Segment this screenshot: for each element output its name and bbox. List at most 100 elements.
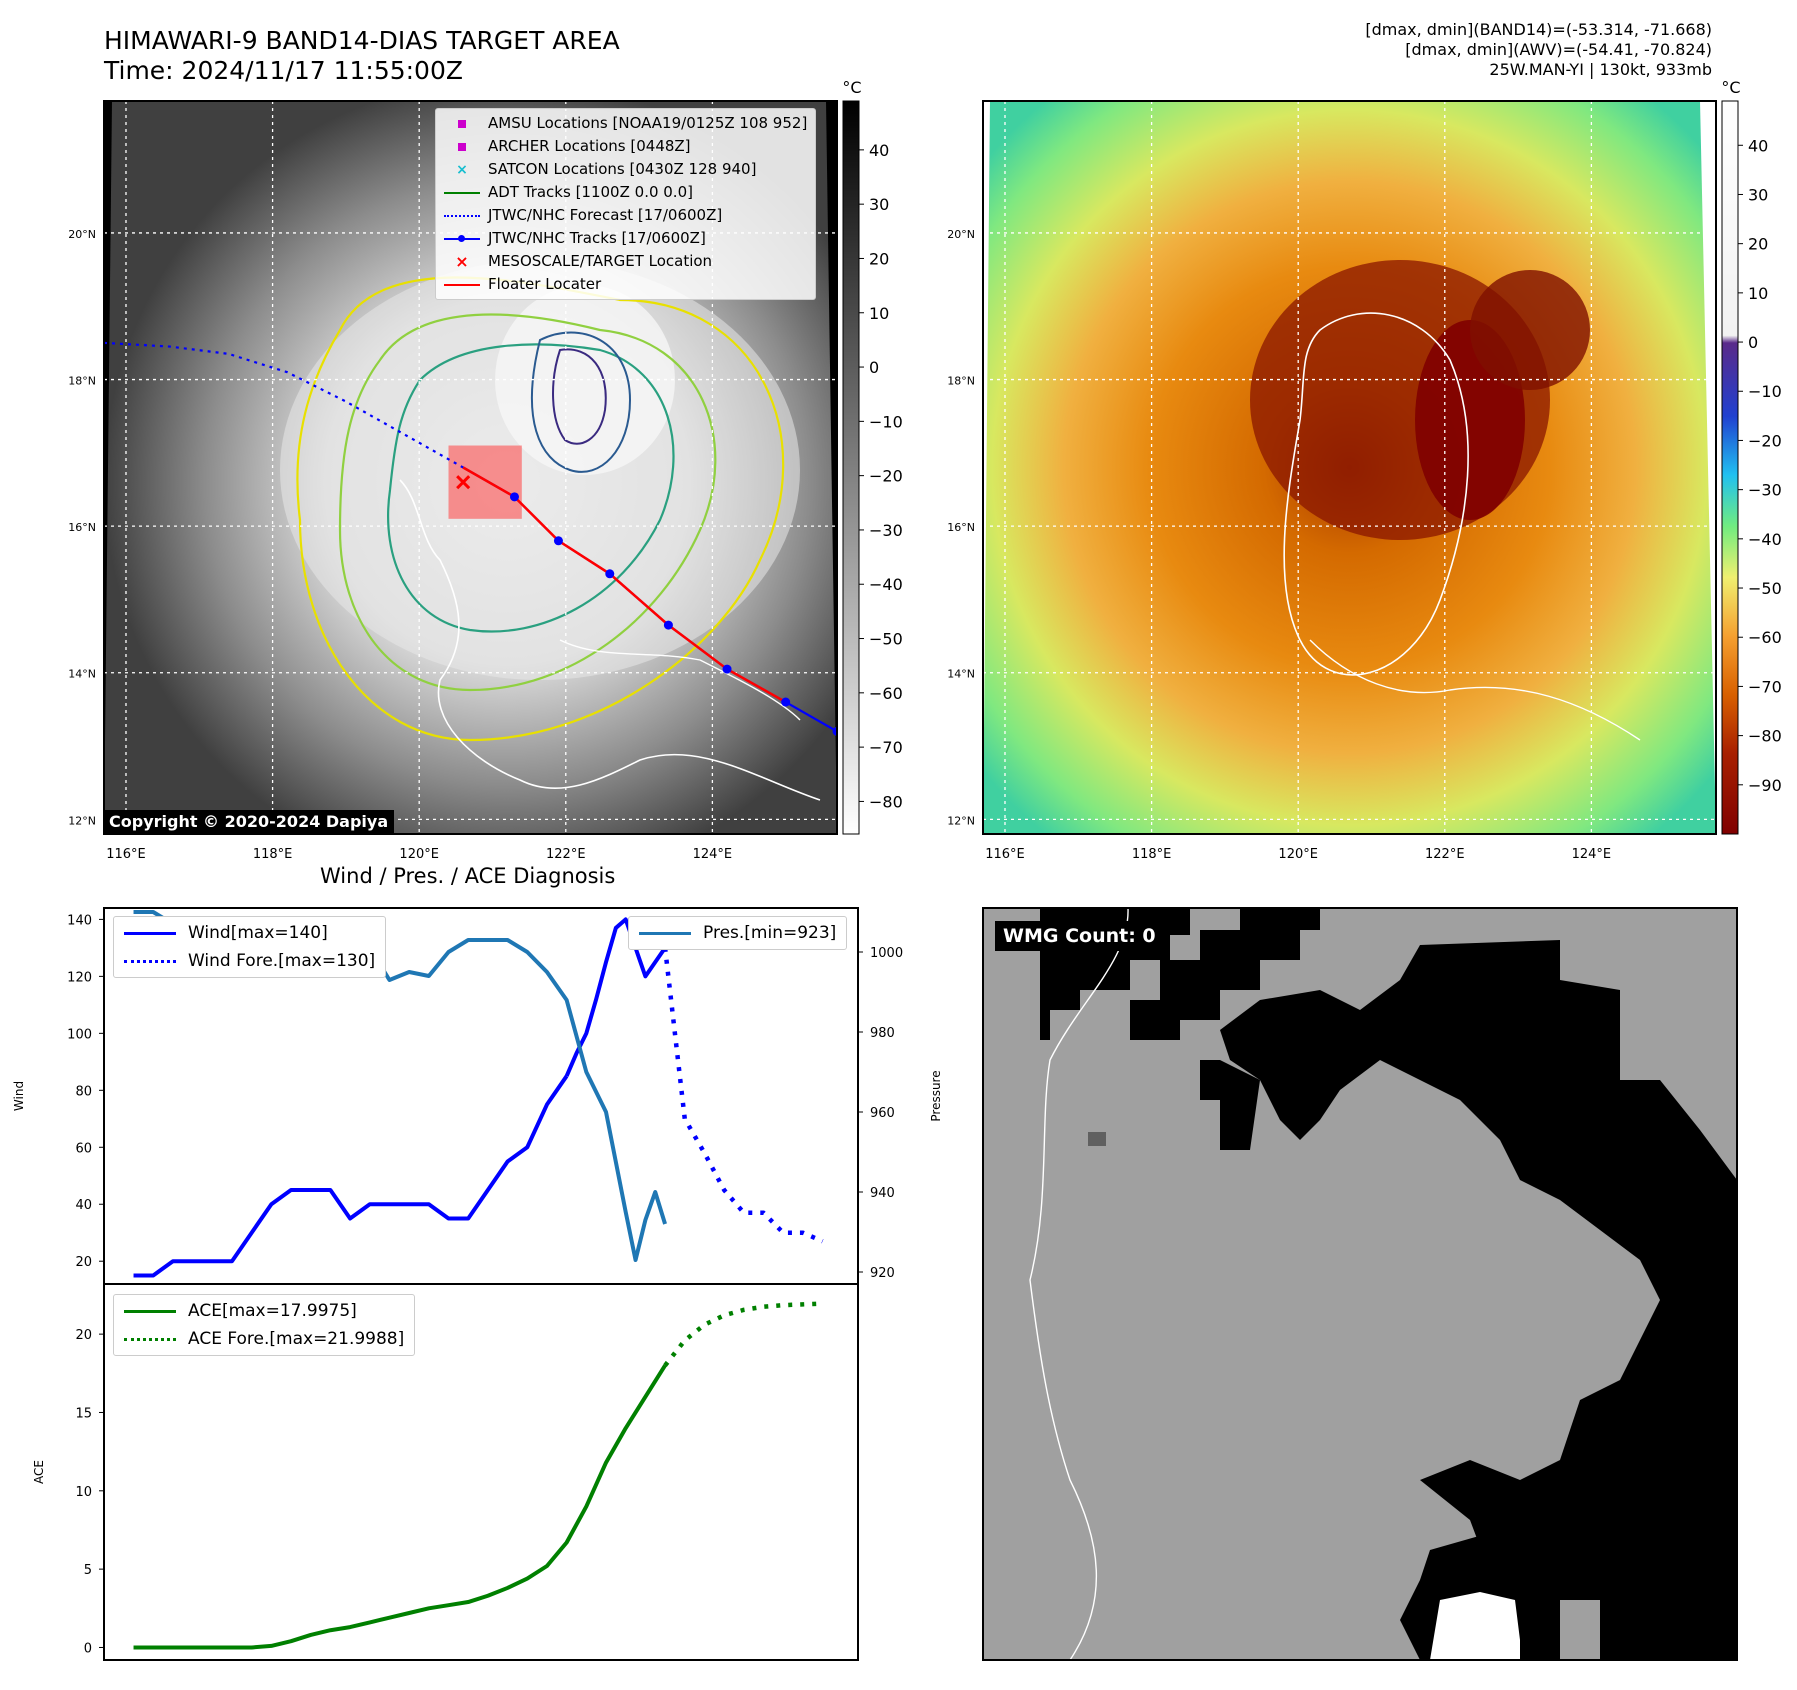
figure-time: Time: 2024/11/17 11:55:00Z bbox=[104, 56, 463, 85]
y-tick-label: 60 bbox=[75, 1141, 92, 1156]
info-line-band14: [dmax, dmin](BAND14)=(-53.314, -71.668) bbox=[1365, 20, 1712, 39]
colorbar-tick-label: −50 bbox=[1748, 579, 1782, 598]
track-point bbox=[722, 664, 732, 674]
grayscale-colorbar: 40 30 20 10 0 −10 −20 −30 −40 −50 −60 −70 −80 bbox=[842, 100, 903, 835]
colorbar-tick-label: −10 bbox=[1748, 382, 1782, 401]
y-tick-label: 10 bbox=[75, 1485, 92, 1500]
colorbar-tick-label: 20 bbox=[1748, 235, 1768, 254]
colorbar-tick-label: −80 bbox=[1748, 727, 1782, 746]
legend-ace-forecast: ACE Fore.[max=21.9988] bbox=[124, 1325, 404, 1353]
y-tick-label: 40 bbox=[75, 1198, 92, 1213]
colorbar-tick-label: −50 bbox=[869, 630, 903, 649]
colorbar-unit-left: °C bbox=[842, 78, 861, 97]
ace-axis-label: ACE bbox=[32, 1460, 46, 1484]
lat-label: 20°N bbox=[68, 228, 96, 241]
colorbar-tick-label: 40 bbox=[1748, 136, 1768, 155]
lat-label: 14°N bbox=[947, 668, 975, 681]
y-right-tick-label: 920 bbox=[870, 1266, 895, 1281]
lon-label: 120°E bbox=[399, 847, 439, 862]
legend-archer: ARCHER Locations [0448Z] bbox=[444, 135, 807, 158]
pressure-axis-label: Pressure bbox=[929, 1070, 943, 1121]
series-line-0 bbox=[133, 1364, 667, 1650]
color-colorbar: 40 30 20 10 0 −10 −20 −30 −40 −50 −60 −70 −80 −90 bbox=[1721, 100, 1782, 835]
track-point bbox=[605, 569, 615, 579]
series-line-1 bbox=[564, 917, 667, 1077]
colorbar-tick-label: 30 bbox=[869, 195, 889, 214]
y-right-tick-label: 960 bbox=[870, 1106, 895, 1121]
track-point bbox=[553, 536, 563, 546]
colorbar-unit-right: °C bbox=[1721, 78, 1740, 97]
y-right-tick-label: 940 bbox=[870, 1186, 895, 1201]
legend-adt: ADT Tracks [1100Z 0.0 0.0] bbox=[444, 181, 807, 204]
lon-label: 118°E bbox=[1132, 847, 1172, 862]
lat-label: 18°N bbox=[68, 375, 96, 388]
lat-label: 12°N bbox=[68, 814, 96, 827]
legend-floater: Floater Locater bbox=[444, 273, 807, 296]
legend-ace: ACE[max=17.9975] bbox=[124, 1297, 404, 1325]
y-tick-label: 120 bbox=[67, 970, 92, 985]
lat-label: 18°N bbox=[947, 375, 975, 388]
lon-label: 122°E bbox=[1425, 847, 1465, 862]
y-right-tick-label: 1000 bbox=[870, 946, 903, 961]
color-map-panel bbox=[982, 100, 1717, 835]
ace-legend: ACE[max=17.9975] ACE Fore.[max=21.9988] bbox=[113, 1294, 416, 1356]
diagnosis-chart-title: Wind / Pres. / ACE Diagnosis bbox=[320, 864, 616, 888]
y-tick-label: 140 bbox=[67, 913, 92, 928]
colorbar-tick-label: −40 bbox=[1748, 530, 1782, 549]
y-tick-label: 20 bbox=[75, 1255, 92, 1270]
lon-label: 124°E bbox=[693, 847, 733, 862]
colorbar-tick-label: −40 bbox=[869, 575, 903, 594]
colorbar-tick-label: 0 bbox=[869, 358, 879, 377]
lon-label: 124°E bbox=[1572, 847, 1612, 862]
legend-wind-forecast: Wind Fore.[max=130] bbox=[124, 947, 375, 975]
target-area-box bbox=[448, 445, 522, 519]
y-tick-label: 5 bbox=[84, 1563, 92, 1578]
lon-label: 116°E bbox=[985, 847, 1025, 862]
colorbar-tick-label: 10 bbox=[1748, 284, 1768, 303]
lat-label: 16°N bbox=[68, 521, 96, 534]
colorbar-tick-label: −60 bbox=[1748, 628, 1782, 647]
info-line-awv: [dmax, dmin](AWV)=(-54.41, -70.824) bbox=[1405, 40, 1712, 59]
y-right-tick-label: 980 bbox=[870, 1026, 895, 1041]
target-location-marker bbox=[456, 475, 471, 490]
lon-label: 118°E bbox=[253, 847, 293, 862]
colorbar-tick-label: −90 bbox=[1748, 776, 1782, 795]
figure-title: HIMAWARI-9 BAND14-DIAS TARGET AREA bbox=[104, 26, 620, 55]
colorbar-tick-label: 40 bbox=[869, 141, 889, 160]
y-tick-label: 15 bbox=[75, 1406, 92, 1421]
colorbar-tick-label: −30 bbox=[869, 521, 903, 540]
series-line-1 bbox=[663, 1301, 823, 1367]
colorbar-tick-label: −60 bbox=[869, 684, 903, 703]
map-legend: AMSU Locations [NOAA19/0125Z 108 952] AR… bbox=[435, 108, 817, 300]
y-tick-label: 20 bbox=[75, 1328, 92, 1343]
track-point bbox=[781, 697, 791, 707]
colorbar-tick-label: −20 bbox=[869, 467, 903, 486]
lon-label: 120°E bbox=[1278, 847, 1318, 862]
track-point bbox=[832, 726, 837, 736]
legend-amsu: AMSU Locations [NOAA19/0125Z 108 952] bbox=[444, 112, 807, 135]
legend-pressure: Pres.[min=923] bbox=[639, 919, 836, 947]
lon-label: 116°E bbox=[106, 847, 146, 862]
legend-tracks: JTWC/NHC Tracks [17/0600Z] bbox=[444, 227, 807, 250]
lat-label: 14°N bbox=[68, 668, 96, 681]
pressure-legend: Pres.[min=923] bbox=[628, 916, 848, 950]
lat-label: 16°N bbox=[947, 521, 975, 534]
colorbar-tick-label: −80 bbox=[869, 792, 903, 811]
colorbar-tick-label: 30 bbox=[1748, 185, 1768, 204]
wind-axis-label: Wind bbox=[12, 1081, 26, 1111]
y-tick-label: 80 bbox=[75, 1084, 92, 1099]
colorbar-tick-label: 10 bbox=[869, 304, 889, 323]
wind-legend: Wind[max=140] Wind Fore.[max=130] bbox=[113, 916, 387, 978]
forecast-track bbox=[104, 341, 464, 469]
wmg-count-label: WMG Count: 0 bbox=[995, 921, 1164, 951]
lon-label: 122°E bbox=[546, 847, 586, 862]
series-line-0 bbox=[133, 1074, 569, 1278]
info-line-storm: 25W.MAN-YI | 130kt, 933mb bbox=[1489, 60, 1712, 79]
track-point bbox=[509, 492, 519, 502]
colorbar-tick-label: 20 bbox=[869, 249, 889, 268]
legend-forecast: JTWC/NHC Forecast [17/0600Z] bbox=[444, 204, 807, 227]
lat-label: 12°N bbox=[947, 814, 975, 827]
track-point bbox=[663, 620, 673, 630]
colorbar-tick-label: −70 bbox=[1748, 677, 1782, 696]
